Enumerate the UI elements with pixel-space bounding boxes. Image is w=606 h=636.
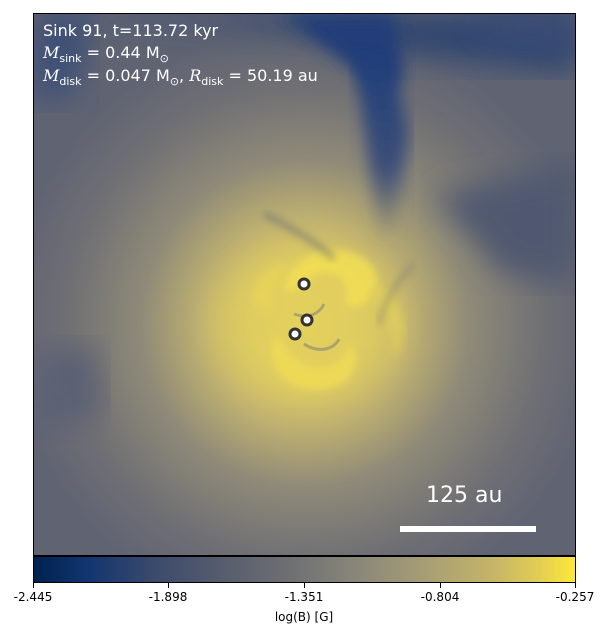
sink-title: Sink 91, t=113.72 kyr: [43, 21, 219, 40]
rdisk-subscript: disk: [201, 75, 224, 89]
colorbar-tick-label: -0.804: [420, 590, 460, 604]
colorbar-label: log(B) [G]: [274, 610, 334, 624]
msink-value: = 0.44 M: [81, 43, 160, 62]
rdisk-symbol: R: [189, 66, 202, 85]
rdisk-separator: ,: [179, 66, 190, 85]
sink-2-marker: [300, 313, 314, 327]
scale-bar: [400, 526, 536, 532]
magnetic-field-map: 125 au Sink 91, t=113.72 kyr Msink = 0.4…: [33, 13, 576, 556]
msink-unit-subscript: ⊙: [159, 52, 169, 66]
colorbar-tick: [575, 583, 576, 588]
mdisk-symbol: M: [43, 66, 60, 85]
rdisk-value: = 50.19 au: [223, 66, 318, 85]
disk-properties: Mdisk = 0.047 M⊙, Rdisk = 50.19 au: [43, 66, 318, 92]
sink-mass: Msink = 0.44 M⊙: [43, 43, 169, 69]
colorbar-tick: [304, 583, 305, 588]
colorbar-tick-label: -2.445: [13, 590, 53, 604]
colorbar-tick: [168, 583, 169, 588]
colorbar-tick-label: -0.257: [555, 590, 595, 604]
field-image: [34, 14, 575, 555]
mdisk-unit-subscript: ⊙: [169, 75, 180, 89]
scale-bar-label: 125 au: [426, 483, 503, 508]
sink-1-marker: [297, 277, 311, 291]
colorbar-tick-label: -1.351: [284, 590, 324, 604]
msink-symbol: M: [43, 43, 60, 62]
sink-3-marker: [288, 327, 302, 341]
colorbar-tick: [33, 583, 34, 588]
colorbar: [33, 556, 576, 583]
colorbar-tick-label: -1.898: [148, 590, 188, 604]
msink-subscript: sink: [59, 52, 82, 66]
colorbar-tick: [440, 583, 441, 588]
mdisk-value: = 0.047 M: [81, 66, 170, 85]
mdisk-subscript: disk: [59, 75, 82, 89]
sink-markers: [288, 277, 314, 341]
